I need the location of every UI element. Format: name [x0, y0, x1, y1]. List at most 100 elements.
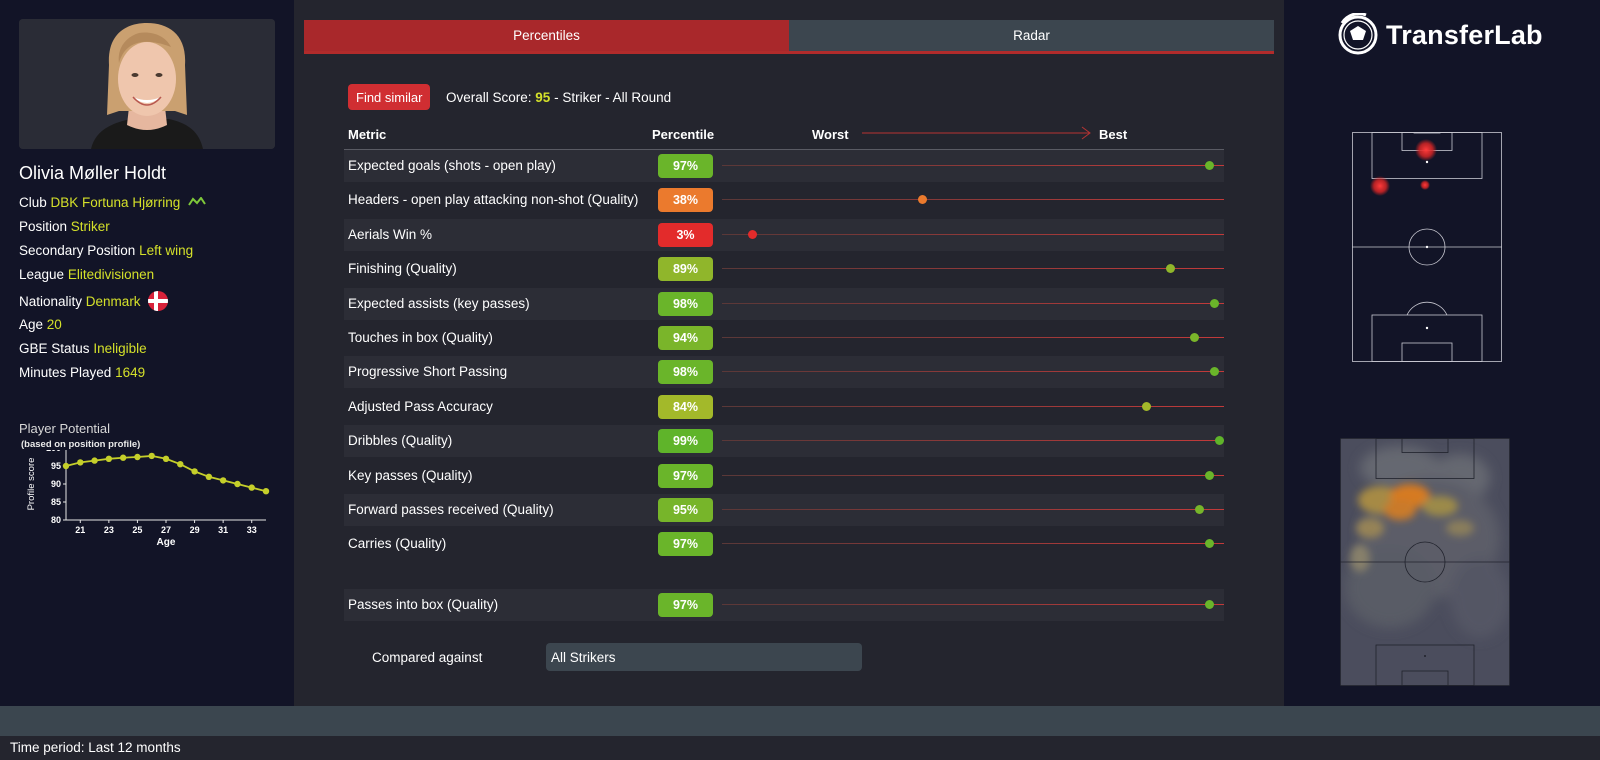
- info-value-league[interactable]: Elitedivisionen: [67, 267, 155, 282]
- percentiles-panel: Percentiles Radar Find similar Overall S…: [294, 0, 1284, 706]
- overall-score: Overall Score: 95 - Striker - All Round: [446, 90, 671, 105]
- info-label: Club: [19, 195, 47, 210]
- header-metric: Metric: [348, 127, 387, 142]
- info-league: League Elitedivisionen: [19, 267, 154, 282]
- header-best: Best: [1099, 127, 1128, 142]
- percentile-row: Adjusted Pass Accuracy 84%: [344, 391, 1224, 423]
- percentile-marker: [1195, 505, 1205, 514]
- info-label: League: [19, 267, 65, 282]
- time-period: Time period: Last 12 months: [10, 740, 181, 755]
- football-logo-icon: [1338, 13, 1378, 55]
- info-value-nationality: Denmark: [85, 294, 141, 309]
- info-minutes-played: Minutes Played 1649: [19, 365, 145, 380]
- metric-label: Finishing (Quality): [348, 261, 457, 277]
- shot-marker: [1415, 139, 1437, 161]
- metric-label: Expected assists (key passes): [348, 295, 530, 311]
- percentile-track: [722, 405, 1224, 407]
- info-label: GBE Status: [19, 341, 90, 356]
- percentile-track: [722, 371, 1224, 373]
- footer: Time period: Last 12 months: [0, 736, 1600, 760]
- info-club: Club DBK Fortuna Hjørring: [19, 195, 206, 210]
- potential-point: [134, 453, 141, 461]
- percentile-marker: [748, 229, 758, 239]
- percentile-track: [722, 604, 1224, 605]
- x-tick-label: 31: [218, 525, 228, 535]
- y-tick-label: 80: [51, 515, 61, 525]
- tab-percentiles[interactable]: Percentiles: [304, 20, 789, 51]
- percentile-marker: [1204, 600, 1214, 609]
- percentile-badge: 97%: [658, 532, 713, 557]
- metric-label: Aerials Win %: [348, 226, 433, 242]
- y-tick-label: 95: [51, 461, 61, 471]
- compared-against-select[interactable]: [546, 643, 862, 671]
- info-value-age: 20: [46, 317, 62, 332]
- potential-point: [219, 477, 227, 484]
- find-similar-button[interactable]: Find similar: [348, 84, 431, 110]
- header-percentile: Percentile: [652, 127, 715, 142]
- potential-title: Player Potential: [19, 421, 111, 436]
- worst-to-best-arrow-icon: [862, 126, 1091, 140]
- x-tick-label: 21: [75, 525, 85, 535]
- percentile-badge: 98%: [658, 360, 713, 385]
- potential-point: [105, 455, 113, 462]
- potential-point: [62, 462, 70, 470]
- percentile-badge: 38%: [658, 188, 713, 213]
- percentile-marker: [918, 195, 928, 205]
- percentile-row: Forward passes received (Quality) 95%: [344, 494, 1224, 526]
- potential-point: [91, 457, 98, 464]
- y-tick-label: 100: [46, 450, 61, 453]
- percentile-marker: [1141, 401, 1151, 411]
- potential-chart: 80 85 90 95 100 21 23 25 27 29 31 33 Age Profile scor…: [26, 450, 270, 548]
- x-tick-label: 25: [132, 525, 142, 535]
- percentile-badge: 94%: [658, 326, 713, 350]
- info-value-secondary-position: Left wing: [139, 243, 194, 258]
- percentile-badge: 99%: [658, 429, 713, 454]
- percentile-row: Aerials Win % 3%: [344, 218, 1224, 251]
- metric-label: Forward passes received (Quality): [348, 502, 554, 517]
- percentile-badge: 97%: [658, 154, 713, 178]
- y-tick-label: 90: [51, 479, 61, 489]
- metric-label: Headers - open play attacking non-shot (…: [348, 192, 639, 208]
- info-age: Age 20: [19, 317, 62, 332]
- metric-label: Carries (Quality): [348, 536, 447, 552]
- percentile-marker: [1214, 436, 1224, 446]
- metric-label: Expected goals (shots - open play): [348, 158, 556, 173]
- percentile-track: [722, 165, 1224, 166]
- percentile-track: [722, 233, 1224, 235]
- potential-point: [77, 459, 84, 466]
- potential-point: [205, 473, 213, 480]
- percentile-track: [722, 268, 1224, 270]
- player-name: Olivia Møller Holdt: [19, 163, 167, 183]
- percentile-badge: 95%: [658, 498, 713, 522]
- percentile-row: Finishing (Quality) 89%: [344, 253, 1224, 285]
- x-tick-label: 33: [247, 525, 257, 535]
- percentile-marker: [1204, 539, 1214, 549]
- percentile-marker: [1204, 161, 1214, 170]
- x-tick-label: 27: [161, 525, 171, 535]
- percentile-track: [722, 509, 1224, 510]
- info-label: Nationality: [19, 294, 83, 309]
- shot-map: [1352, 132, 1502, 362]
- potential-point: [177, 461, 184, 468]
- metric-label: Dribbles (Quality): [348, 433, 453, 449]
- potential-point: [191, 468, 198, 475]
- info-value-club[interactable]: DBK Fortuna Hjørring: [50, 195, 181, 210]
- metric-label: Touches in box (Quality): [348, 330, 493, 345]
- percentile-track: [722, 302, 1224, 304]
- percentile-row: Headers - open play attacking non-shot (…: [344, 184, 1224, 216]
- percentile-badge: 84%: [658, 394, 713, 419]
- overall-score-value: 95: [535, 90, 551, 105]
- info-gbe-status: GBE Status Ineligible: [19, 341, 147, 356]
- info-label: Age: [19, 317, 44, 332]
- metric-label: Key passes (Quality): [348, 467, 473, 483]
- percentile-row: Touches in box (Quality) 94%: [344, 322, 1224, 354]
- denmark-flag-icon: [148, 291, 169, 311]
- percentile-marker: [1190, 333, 1200, 342]
- percentile-badge: 97%: [658, 593, 713, 617]
- percentile-track: [722, 474, 1224, 476]
- x-tick-label: 23: [104, 525, 114, 535]
- percentile-row: Carries (Quality) 97%: [344, 528, 1224, 560]
- tab-radar[interactable]: Radar: [789, 20, 1274, 51]
- info-value-position: Striker: [70, 219, 110, 234]
- percentile-track: [722, 543, 1224, 545]
